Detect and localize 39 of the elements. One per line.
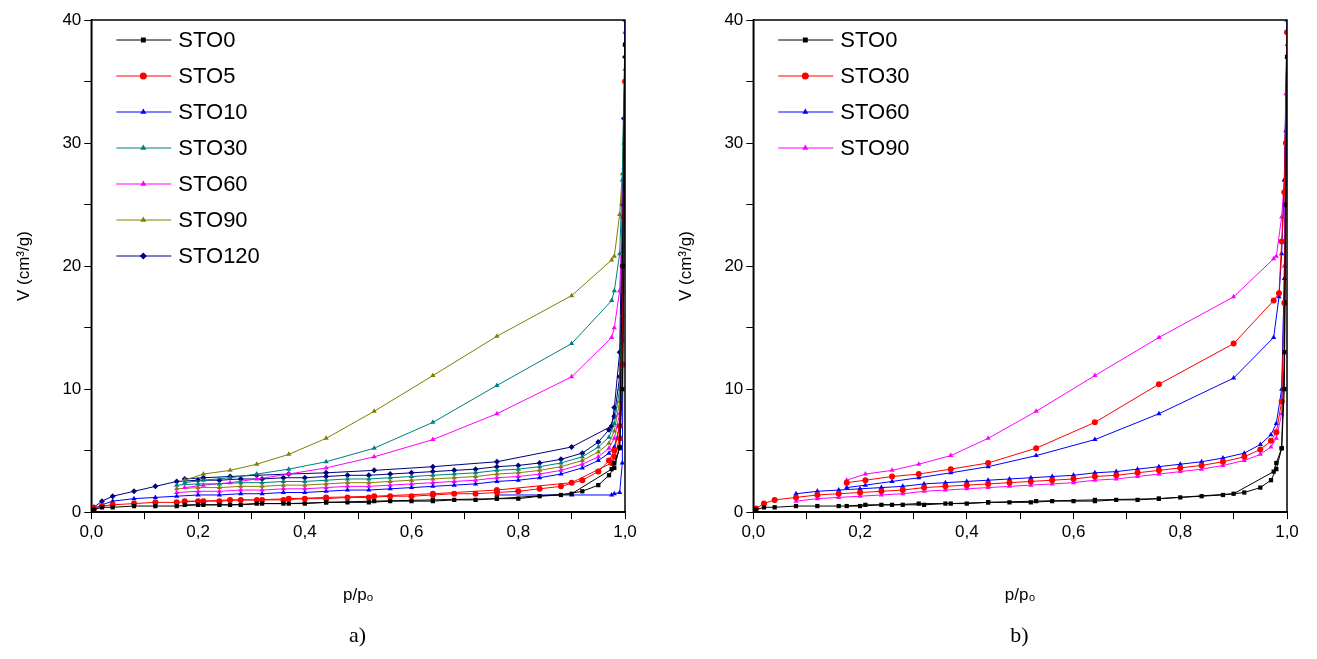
legend-label: STO60 (840, 99, 910, 125)
legend-label: STO90 (840, 135, 910, 161)
legend-label: STO90 (178, 207, 248, 233)
x-tick-label: 0,6 (399, 522, 424, 542)
y-tick-label: 30 (724, 132, 744, 152)
y-tick-label: 40 (724, 9, 744, 29)
text: a) (347, 622, 368, 648)
x-tick-label: 0,4 (292, 522, 317, 542)
legend-label: STO60 (178, 171, 248, 197)
x-tick-label: 0,2 (186, 522, 210, 542)
y-tick-label: 10 (62, 378, 82, 398)
x-axis-title: p/p₀ (1004, 585, 1036, 605)
legend-label: STO30 (178, 135, 248, 161)
x-tick-label: 0,8 (1168, 522, 1193, 542)
x-tick-label: 0,0 (79, 522, 104, 542)
legend-label: STO0 (178, 27, 236, 53)
x-axis-title: p/pₒ (343, 585, 374, 605)
x-tick-label: 0,6 (1061, 522, 1086, 542)
x-tick-label: 1,0 (1275, 522, 1299, 542)
x-tick-label: 0,8 (506, 522, 531, 542)
legend-label: STO5 (178, 63, 236, 89)
x-tick-label: 0,2 (848, 522, 872, 542)
x-tick-label: 1,0 (613, 522, 637, 542)
y-tick-label: 30 (62, 132, 82, 152)
y-tick-label: 10 (724, 378, 744, 398)
text: b) (1009, 622, 1030, 648)
y-axis-title: V (cm³/g) (675, 231, 695, 302)
y-tick-label: 0 (733, 501, 744, 521)
legend-label: STO0 (840, 27, 898, 53)
x-tick-label: 0,4 (954, 522, 979, 542)
legend-label: STO30 (840, 63, 910, 89)
x-tick-label: 0,0 (741, 522, 766, 542)
y-tick-label: 0 (71, 501, 82, 521)
y-tick-label: 40 (62, 9, 82, 29)
legend-label: STO10 (178, 99, 248, 125)
y-tick-label: 20 (724, 255, 744, 275)
y-tick-label: 20 (62, 255, 82, 275)
y-axis-title: V (cm³/g) (13, 231, 33, 302)
legend-label: STO120 (178, 243, 260, 269)
